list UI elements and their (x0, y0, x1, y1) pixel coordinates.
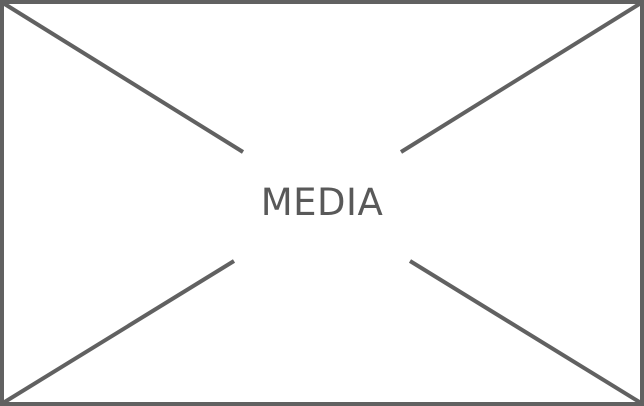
diagonal-bottom-left (1, 259, 236, 405)
diagonal-top-left (1, 1, 245, 154)
diagonal-bottom-right (408, 259, 643, 405)
media-label: MEDIA (260, 181, 384, 224)
diagonal-top-right (399, 1, 643, 154)
